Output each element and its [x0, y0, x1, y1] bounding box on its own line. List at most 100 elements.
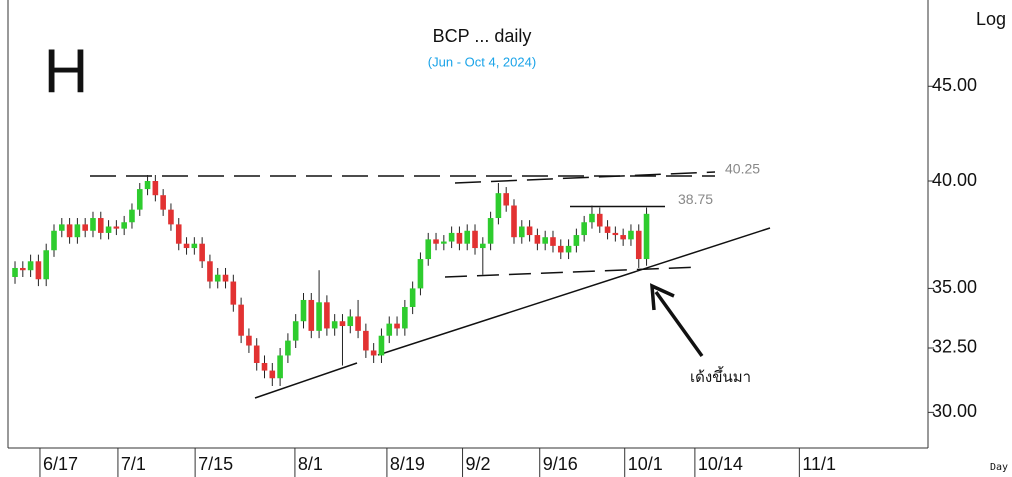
y-tick-label: 30.00	[932, 401, 977, 421]
candle-body	[97, 218, 104, 233]
trend-lines	[254, 171, 771, 399]
candle-body	[144, 181, 151, 190]
candle-body	[378, 335, 385, 356]
candle-body	[191, 243, 198, 249]
candle-body	[277, 355, 283, 379]
candle-body	[581, 222, 587, 236]
support-line	[377, 227, 771, 356]
level-label: 38.75	[678, 191, 713, 207]
candle-body	[160, 195, 166, 210]
candle-body	[441, 241, 447, 244]
candle-body	[43, 250, 50, 280]
candle-body	[565, 245, 572, 253]
level-label: 40.25	[725, 161, 760, 177]
candle-body	[129, 209, 135, 223]
candle-body	[82, 224, 88, 231]
candle-body	[635, 230, 642, 260]
candle-body	[27, 261, 34, 271]
candle-body	[620, 235, 626, 240]
candle-body	[573, 235, 580, 246]
candle-body	[331, 321, 338, 329]
x-tick-label: 8/19	[390, 454, 425, 474]
candle-body	[557, 245, 564, 253]
candle-body	[347, 316, 354, 327]
candle-body	[292, 321, 299, 341]
candle-body	[253, 345, 260, 363]
candle-body	[58, 224, 65, 231]
candle-body	[121, 222, 127, 229]
candle-body	[51, 230, 57, 251]
candle-body	[542, 237, 548, 244]
candle-body	[66, 224, 73, 238]
x-tick-label: 7/15	[198, 454, 233, 474]
neck-line	[444, 266, 701, 278]
candle-body	[261, 362, 268, 371]
candle-body	[604, 226, 611, 233]
candle-body	[175, 224, 182, 244]
candle-body	[417, 259, 424, 289]
candle-body	[433, 239, 439, 244]
badge: H	[44, 37, 89, 106]
candle-body	[503, 193, 510, 206]
x-tick-label: 9/2	[466, 454, 491, 474]
candle-body	[269, 370, 276, 379]
candle-body	[214, 274, 221, 282]
candle-body	[612, 232, 619, 236]
candle-body	[425, 239, 432, 260]
candle-body	[526, 226, 533, 236]
candle-body	[511, 205, 517, 238]
candle-body	[20, 267, 26, 271]
support-line	[254, 362, 358, 399]
annotation: เด้งขึ้นมา	[690, 366, 751, 386]
x-tick-label: 10/1	[628, 454, 663, 474]
candle-body	[238, 304, 244, 336]
candle-body	[464, 230, 471, 244]
y-tick-label: 45.00	[932, 75, 977, 95]
x-tick-label: 8/1	[298, 454, 323, 474]
arrow	[654, 290, 704, 358]
candle-body	[300, 299, 307, 322]
chart-subtitle: (Jun - Oct 4, 2024)	[428, 54, 536, 69]
candle-body	[402, 306, 408, 329]
x-tick-label: 11/1	[802, 454, 836, 474]
candle-body	[448, 232, 455, 242]
candle-body	[324, 302, 330, 329]
candle-body	[643, 213, 650, 260]
candle-body	[316, 302, 322, 331]
candle-body	[363, 330, 369, 351]
chart-title: BCP ... daily	[433, 26, 532, 46]
candle-body	[113, 226, 120, 229]
candle-body	[90, 218, 96, 231]
candle-body	[152, 181, 159, 196]
candle-body	[518, 226, 525, 238]
candle-body	[589, 213, 595, 223]
candle-body	[480, 243, 486, 249]
candle-body	[222, 274, 229, 282]
arrow-head	[650, 283, 675, 311]
candle-body	[35, 261, 42, 280]
x-tick-label: 7/1	[121, 454, 146, 474]
candle-body	[534, 235, 541, 244]
candle-body	[285, 340, 291, 356]
candle-body	[394, 323, 400, 329]
candle-body	[628, 230, 634, 240]
candle-body	[74, 224, 81, 238]
candle-body	[550, 237, 556, 246]
y-tick-label: 35.00	[932, 277, 977, 297]
candle-body	[105, 226, 112, 233]
candle-body	[168, 209, 174, 225]
candle-body	[246, 335, 252, 346]
scale-label: Log	[976, 9, 1006, 29]
candle-body	[487, 218, 494, 244]
candle-body	[409, 288, 416, 307]
candle-body	[386, 323, 393, 336]
candle-body	[207, 261, 213, 282]
candle-body	[230, 281, 237, 305]
candle-body	[472, 230, 478, 249]
y-tick-label: 40.00	[932, 170, 977, 190]
candle-body	[12, 267, 18, 277]
candle-body	[596, 213, 603, 227]
x-tick-label: 10/14	[698, 454, 743, 474]
